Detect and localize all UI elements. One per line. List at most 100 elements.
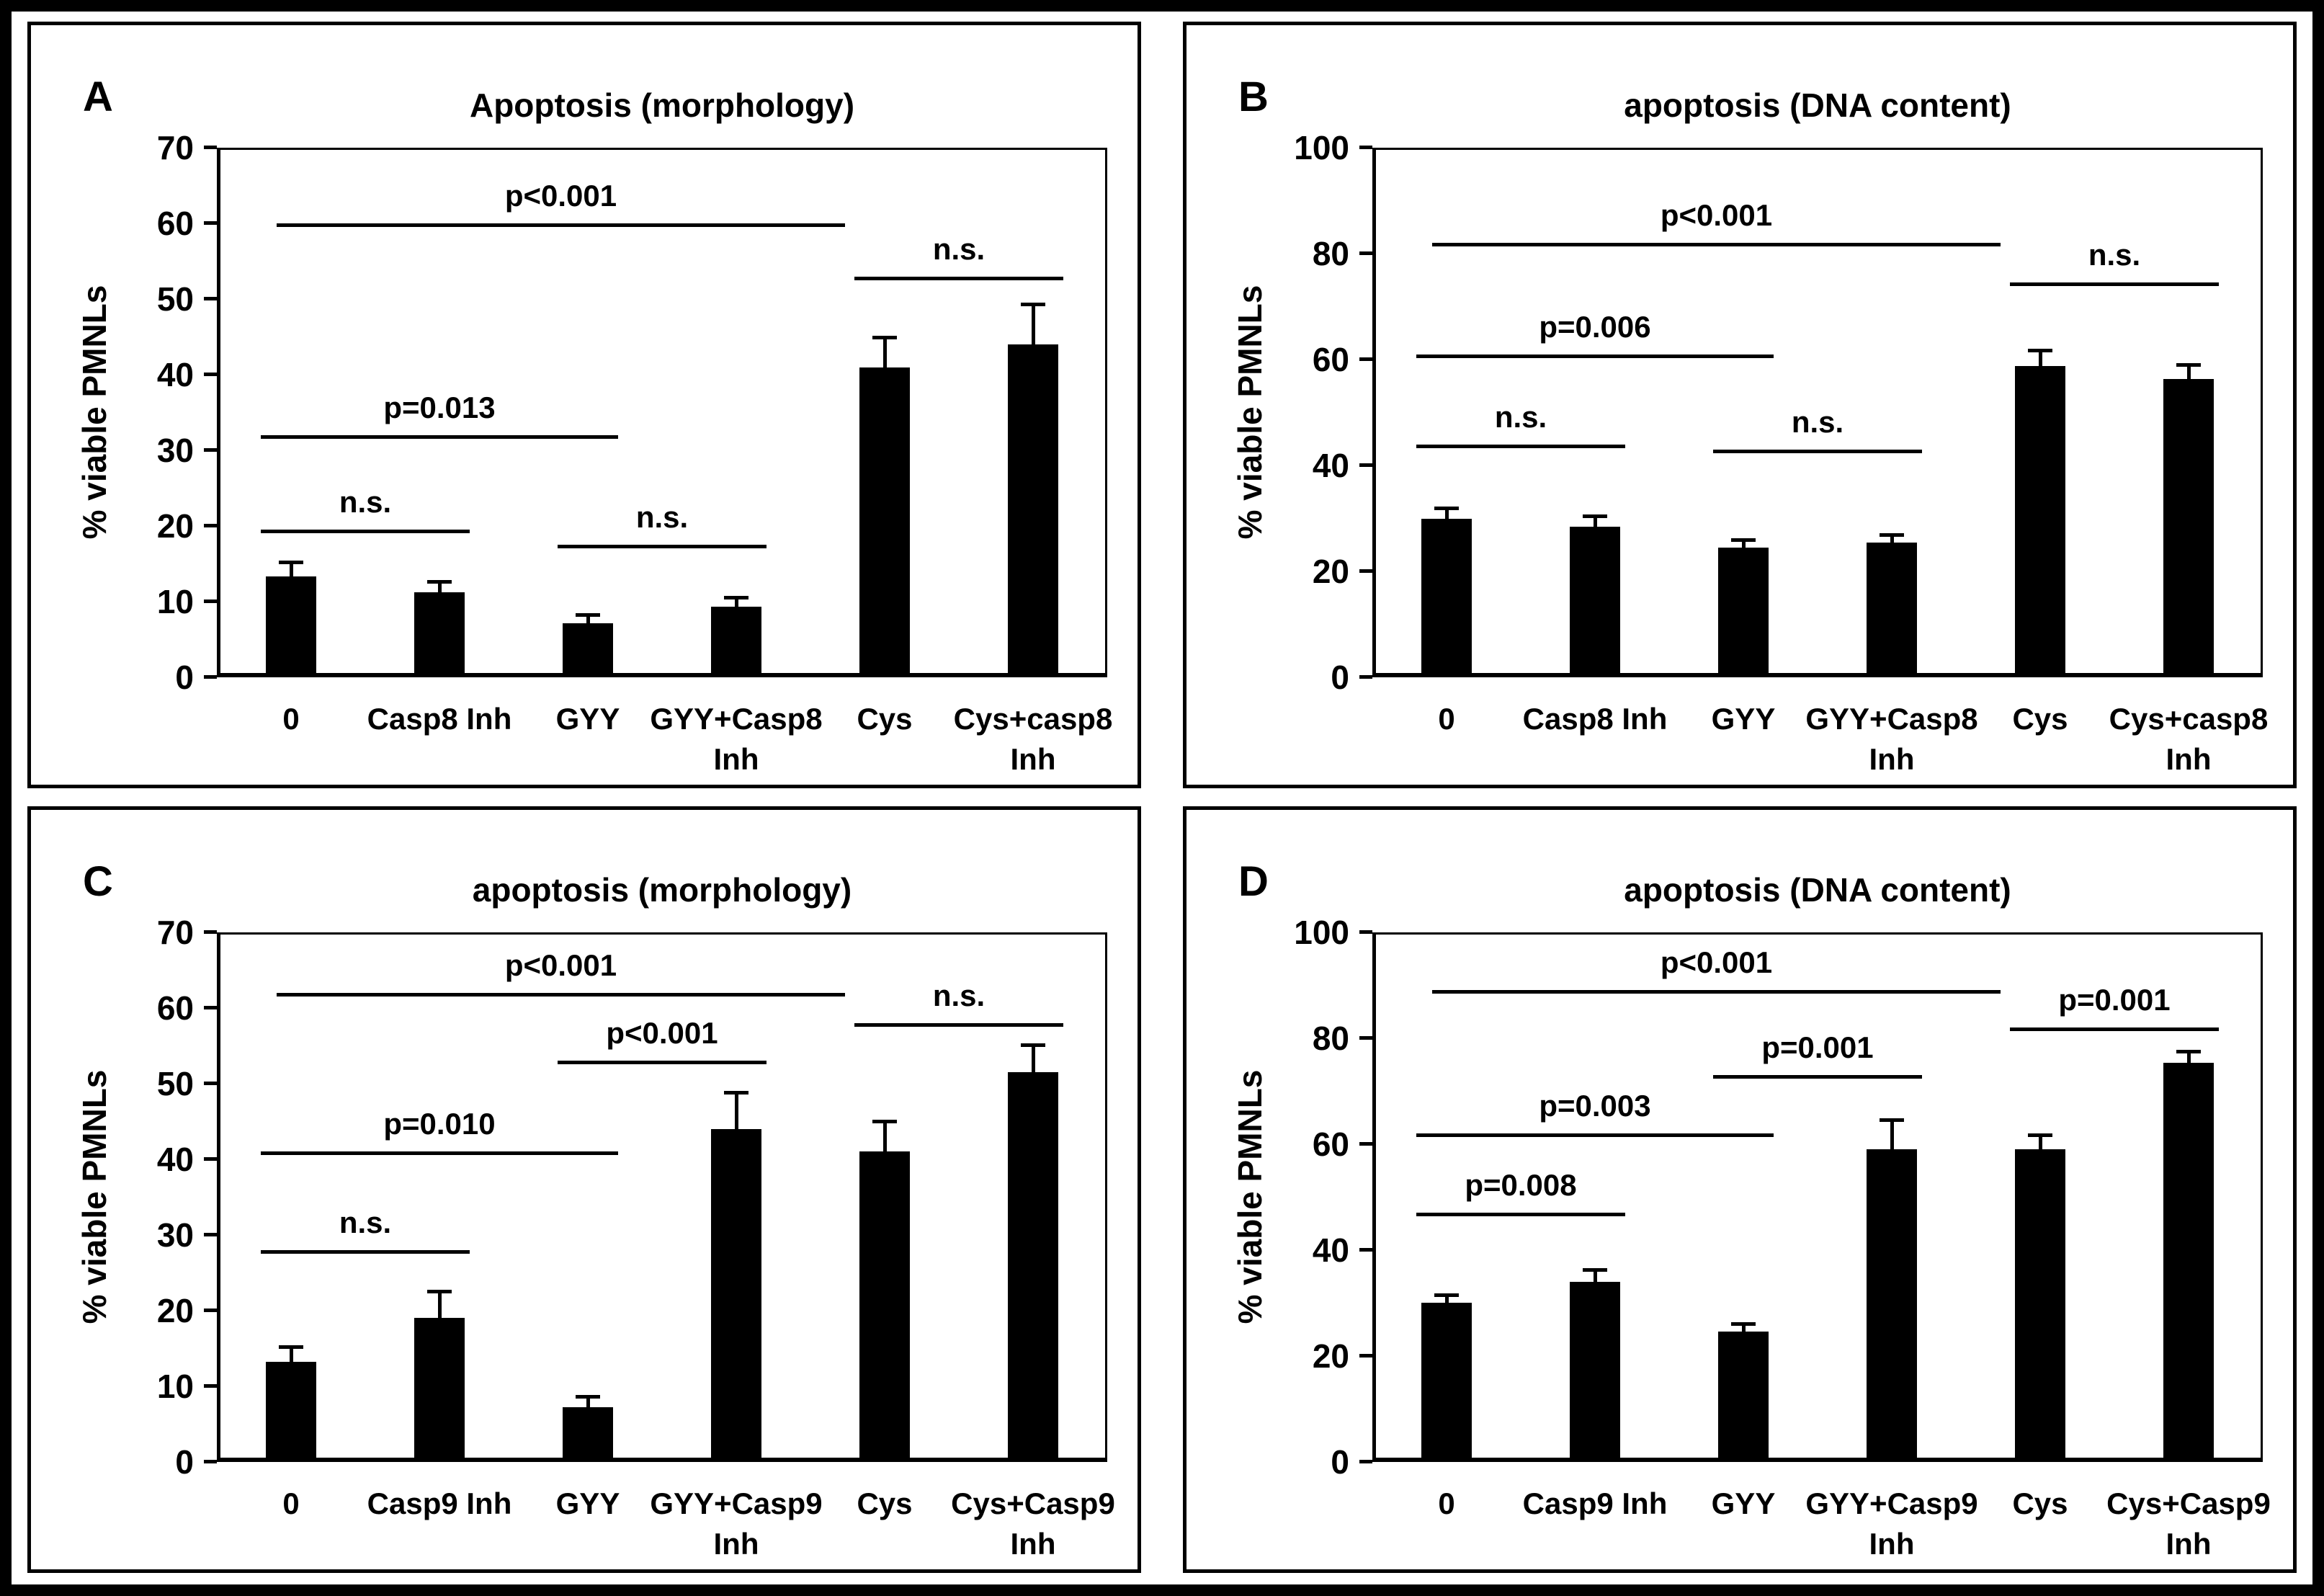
error-bar-stem	[2186, 365, 2191, 394]
bar	[859, 1151, 910, 1462]
error-bar-cap	[2176, 363, 2201, 367]
error-bar-stem	[734, 597, 738, 617]
y-tick-label: 50	[156, 280, 194, 318]
chart-c: 0 10 20 30 40 50 60 70 0 Casp9 Inh GYY GYY+Casp9 Inh…	[31, 810, 1138, 1569]
error-bar-stem	[437, 581, 442, 605]
panel-title: apoptosis (morphology)	[472, 870, 852, 909]
x-category-label-line: Inh	[1010, 742, 1056, 776]
bar	[1008, 344, 1058, 677]
x-category-label: 0	[1346, 699, 1547, 739]
x-category-label: GYY	[1643, 699, 1844, 739]
significance-label: n.s.	[635, 500, 689, 535]
x-category-label-line: GYY	[555, 1486, 620, 1520]
y-tick-label: 20	[156, 1291, 194, 1329]
error-bar-cap	[1583, 514, 1607, 518]
x-category-label-line: GYY+Casp9	[650, 1486, 823, 1520]
error-bar-cap	[427, 579, 452, 584]
y-tick-label: 20	[1312, 553, 1349, 590]
chart-d: 0 20 40 60 80 100 0 Casp9 Inh GYY GYY+Casp9 Inh Cys…	[1186, 810, 2293, 1569]
y-tick-label: 100	[1294, 129, 1349, 166]
significance-label: p<0.001	[1660, 945, 1773, 980]
error-bar-cap	[872, 1120, 897, 1123]
error-bar-cap	[1021, 383, 1045, 387]
x-category-label: Cys	[1939, 1484, 2141, 1524]
error-bar-stem	[734, 1092, 738, 1165]
significance-line	[1432, 243, 2001, 247]
panel-letter: A	[83, 73, 113, 120]
x-category-label: GYY+Casp8 Inh	[635, 699, 837, 780]
y-tick-mark	[204, 599, 217, 603]
y-tick-mark	[204, 524, 217, 527]
y-tick-label: 60	[1312, 341, 1349, 378]
x-category-label-line: Inh	[1010, 1526, 1056, 1561]
significance-line	[261, 530, 470, 534]
error-bar-cap	[427, 1290, 452, 1294]
panel-grid: A Apoptosis (morphology) % viable PMNLs …	[27, 22, 2297, 1574]
panel-letter: C	[83, 857, 113, 905]
x-category-label: GYY	[487, 1484, 689, 1524]
x-category-label: Casp8 Inh	[1494, 699, 1696, 739]
x-category-label: Cys+Casp9 Inh	[932, 1484, 1134, 1564]
bar	[1421, 1303, 1472, 1462]
y-tick-mark	[204, 373, 217, 376]
x-category-label-line: GYY+Casp9	[1805, 1486, 1978, 1520]
bar	[1867, 542, 1917, 677]
y-tick-mark	[204, 1005, 217, 1009]
x-category-label-line: 0	[1438, 1486, 1455, 1520]
error-bar-stem	[1444, 507, 1449, 530]
panel-b: B apoptosis (DNA content) % viable PMNLs…	[1183, 22, 2297, 788]
x-category-label-line: Casp9 Inh	[367, 1486, 512, 1520]
y-tick-label: 0	[175, 659, 194, 696]
bar	[2015, 1149, 2065, 1462]
significance-label: p=0.003	[1539, 1088, 1651, 1123]
y-tick-mark	[204, 1081, 217, 1085]
y-tick-mark	[204, 675, 217, 679]
y-tick-mark	[1359, 929, 1372, 934]
bar	[1718, 1332, 1769, 1462]
error-bar-cap	[724, 615, 748, 619]
significance-label: n.s.	[932, 231, 986, 266]
y-tick-mark	[1359, 1247, 1372, 1252]
error-bar-cap	[279, 1375, 303, 1379]
panel-title: apoptosis (DNA content)	[1624, 870, 2011, 909]
y-tick-label: 60	[156, 205, 194, 242]
error-bar-cap	[2028, 380, 2052, 384]
error-bar-stem	[586, 1396, 590, 1418]
x-category-label-line: GYY+Casp8	[1805, 702, 1978, 736]
error-bar-cap	[872, 396, 897, 400]
bar	[2163, 379, 2214, 677]
panel-a: A Apoptosis (morphology) % viable PMNLs …	[27, 22, 1141, 788]
x-category-label-line: GYY+Casp8	[650, 702, 823, 736]
error-bar-cap	[1731, 538, 1756, 542]
y-tick-label: 0	[1331, 1443, 1349, 1481]
error-bar-cap	[1021, 1043, 1045, 1047]
y-tick-mark	[1359, 1141, 1372, 1146]
significance-line	[558, 1061, 767, 1064]
significance-label: p=0.001	[1761, 1030, 1874, 1064]
y-tick-label: 40	[1312, 1231, 1349, 1269]
significance-label: p<0.001	[504, 179, 617, 213]
y-tick-label: 30	[156, 432, 194, 469]
error-bar-cap	[576, 631, 600, 636]
significance-line	[2010, 1027, 2219, 1031]
y-tick-mark	[204, 1232, 217, 1236]
y-tick-label: 40	[156, 356, 194, 393]
error-bar-stem	[2038, 349, 2042, 382]
x-category-label: 0	[190, 1484, 392, 1524]
y-tick-mark	[1359, 675, 1372, 679]
x-category-label: 0	[1346, 1484, 1547, 1524]
error-bar-cap	[1434, 1309, 1459, 1314]
significance-line	[1416, 354, 1774, 358]
significance-label: p=0.013	[383, 391, 496, 424]
error-bar-cap	[1021, 303, 1045, 307]
x-category-label-line: 0	[1438, 702, 1455, 736]
x-category-label-line: Inh	[1869, 1526, 1915, 1561]
error-bar-cap	[1731, 553, 1756, 558]
x-category-label-line: Inh	[713, 1526, 759, 1561]
error-bar-cap	[872, 1180, 897, 1184]
x-category-label: Cys+casp8 Inh	[932, 699, 1134, 780]
y-tick-label: 70	[156, 129, 194, 166]
error-bar-stem	[586, 614, 590, 633]
x-category-label-line: Cys+casp8	[953, 702, 1113, 736]
significance-label: p=0.006	[1539, 309, 1651, 344]
